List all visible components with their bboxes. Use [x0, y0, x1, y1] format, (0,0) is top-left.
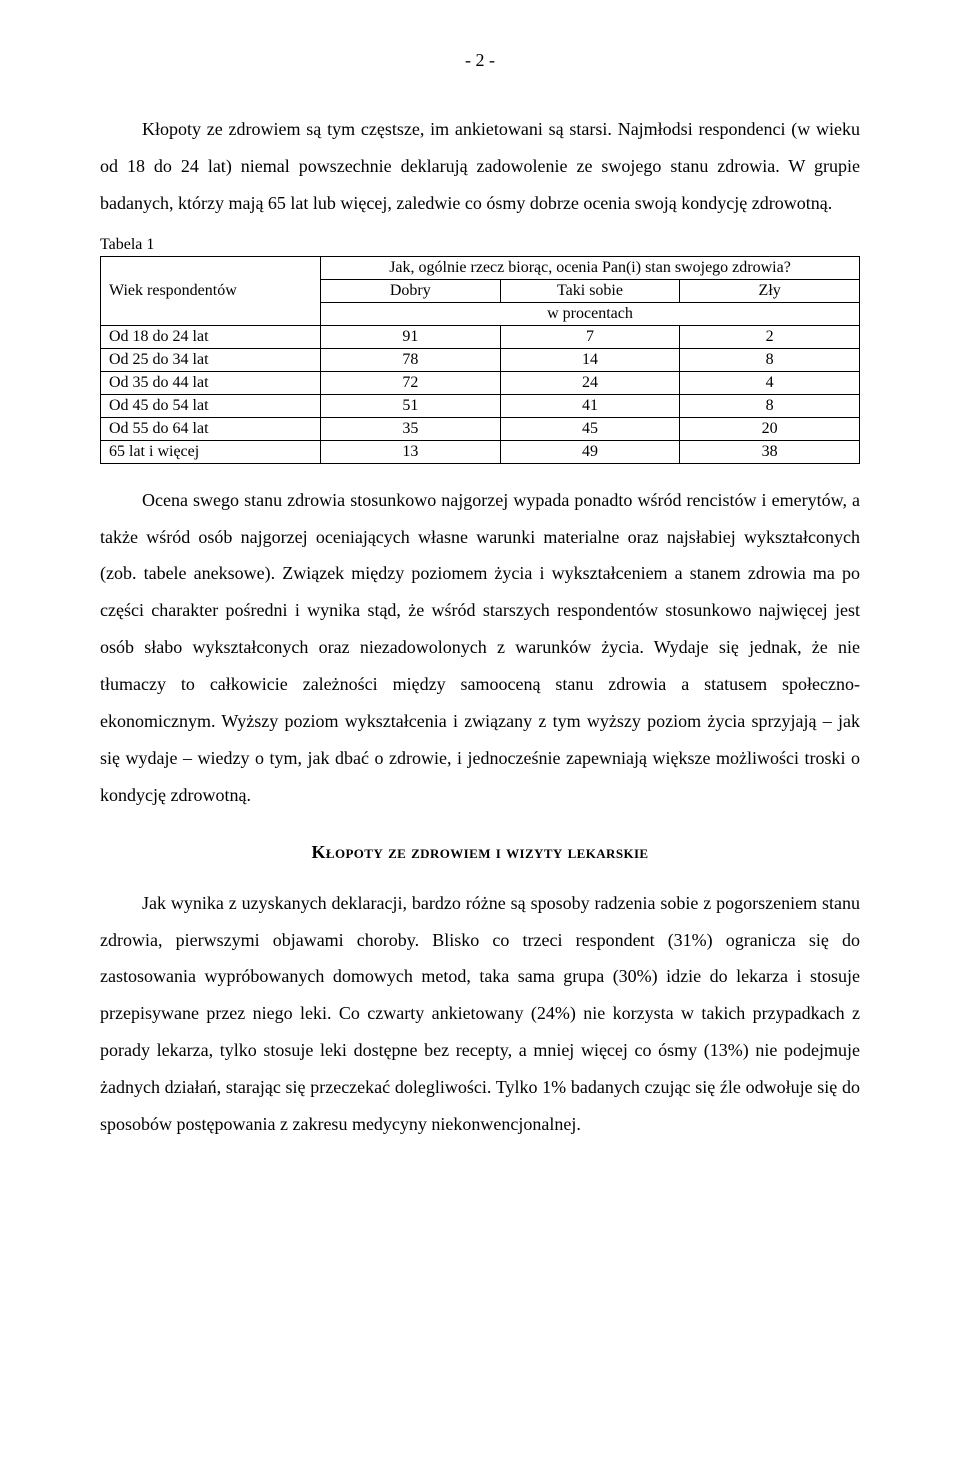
table-caption: Tabela 1	[100, 236, 860, 254]
table-cell: 20	[680, 417, 860, 440]
table-cell: 51	[321, 394, 501, 417]
paragraph-3: Jak wynika z uzyskanych deklaracji, bard…	[100, 885, 860, 1143]
table-cell: 24	[500, 371, 680, 394]
table-body: Od 18 do 24 lat9172Od 25 do 34 lat78148O…	[101, 325, 860, 463]
table-row: Od 45 do 54 lat51418	[101, 394, 860, 417]
table-row-label: Od 45 do 54 lat	[101, 394, 321, 417]
data-table: Wiek respondentów Jak, ogólnie rzecz bio…	[100, 256, 860, 464]
table-cell: 4	[680, 371, 860, 394]
table-row: Od 35 do 44 lat72244	[101, 371, 860, 394]
table-col-header: Zły	[680, 279, 860, 302]
body-paragraph-2-block: Ocena swego stanu zdrowia stosunkowo naj…	[100, 482, 860, 814]
table-row-label: Od 25 do 34 lat	[101, 348, 321, 371]
page: - 2 - Kłopoty ze zdrowiem są tym częstsz…	[0, 0, 960, 1484]
body-paragraph-1-block: Kłopoty ze zdrowiem są tym częstsze, im …	[100, 111, 860, 222]
table-cell: 35	[321, 417, 501, 440]
table-row: Od 55 do 64 lat354520	[101, 417, 860, 440]
table-row-label: Od 35 do 44 lat	[101, 371, 321, 394]
table-subheader: w procentach	[321, 302, 860, 325]
table-cell: 41	[500, 394, 680, 417]
table-cell: 8	[680, 394, 860, 417]
table-col-header: Taki sobie	[500, 279, 680, 302]
table-cell: 38	[680, 440, 860, 463]
table-cell: 78	[321, 348, 501, 371]
table-row-label: Od 18 do 24 lat	[101, 325, 321, 348]
table-cell: 14	[500, 348, 680, 371]
table-col-header: Dobry	[321, 279, 501, 302]
table-cell: 8	[680, 348, 860, 371]
table-row-label: 65 lat i więcej	[101, 440, 321, 463]
table-row-header: Wiek respondentów	[101, 256, 321, 325]
table-row-label: Od 55 do 64 lat	[101, 417, 321, 440]
table-cell: 91	[321, 325, 501, 348]
table-cell: 49	[500, 440, 680, 463]
table-cell: 72	[321, 371, 501, 394]
section-heading: Kłopoty ze zdrowiem i wizyty lekarskie	[100, 842, 860, 863]
table-cell: 7	[500, 325, 680, 348]
table-row: 65 lat i więcej134938	[101, 440, 860, 463]
paragraph-2: Ocena swego stanu zdrowia stosunkowo naj…	[100, 482, 860, 814]
body-paragraph-3-block: Jak wynika z uzyskanych deklaracji, bard…	[100, 885, 860, 1143]
table-row: Wiek respondentów Jak, ogólnie rzecz bio…	[101, 256, 860, 279]
table-cell: 13	[321, 440, 501, 463]
table-row: Od 18 do 24 lat9172	[101, 325, 860, 348]
table-row: Od 25 do 34 lat78148	[101, 348, 860, 371]
paragraph-1: Kłopoty ze zdrowiem są tym częstsze, im …	[100, 111, 860, 222]
table-top-header: Jak, ogólnie rzecz biorąc, ocenia Pan(i)…	[321, 256, 860, 279]
page-number: - 2 -	[100, 50, 860, 71]
table-cell: 45	[500, 417, 680, 440]
table-cell: 2	[680, 325, 860, 348]
